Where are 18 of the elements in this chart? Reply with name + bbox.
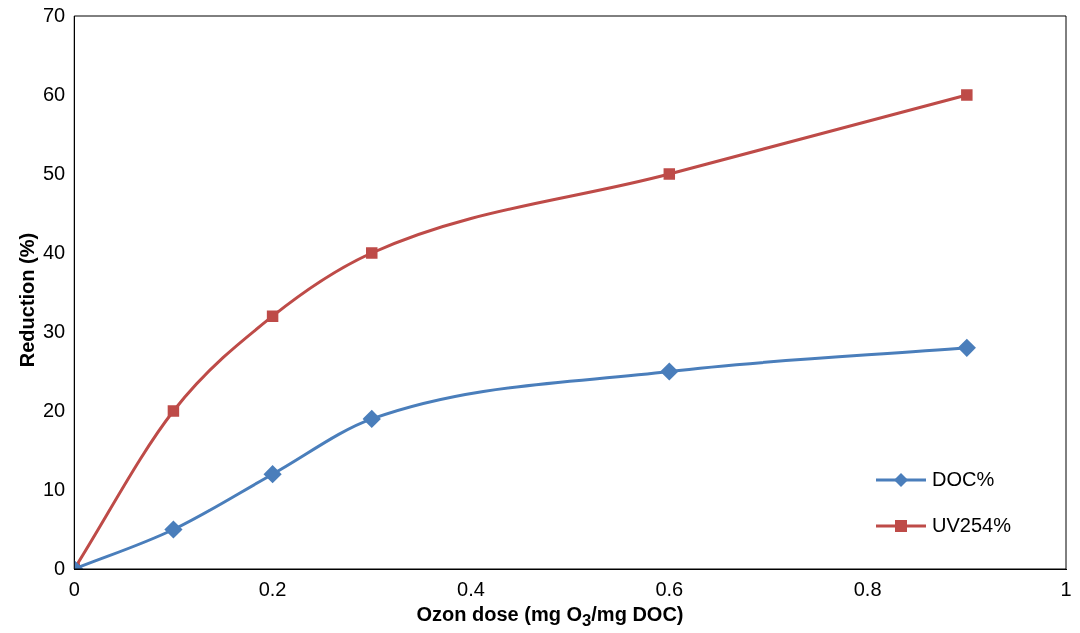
y-tick-label: 10 xyxy=(43,477,66,500)
y-tick-label: 50 xyxy=(43,161,66,184)
y-tick-label: 30 xyxy=(43,319,66,342)
y-tick-label: 70 xyxy=(43,3,66,26)
x-tick-label: 0 xyxy=(68,577,80,600)
y-tick-label: 40 xyxy=(43,240,66,263)
x-axis-title: Ozon dose (mg O$_{3}$/mg DOC) xyxy=(415,603,685,631)
y-axis-title: Reduction (%) xyxy=(15,232,39,368)
x-tick-label: 0.8 xyxy=(853,577,882,600)
x-tick-label: 0.6 xyxy=(655,577,684,600)
y-tick-label: 0 xyxy=(54,556,66,579)
y-tick-label: 20 xyxy=(43,398,66,421)
legend-label: UV254% xyxy=(932,513,1012,536)
y-tick-label: 60 xyxy=(43,82,66,105)
x-tick-label: 0.2 xyxy=(258,577,287,600)
x-tick-label: 1 xyxy=(1060,577,1072,600)
legend-label: DOC% xyxy=(932,467,995,490)
x-tick-label: 0.4 xyxy=(457,577,485,600)
